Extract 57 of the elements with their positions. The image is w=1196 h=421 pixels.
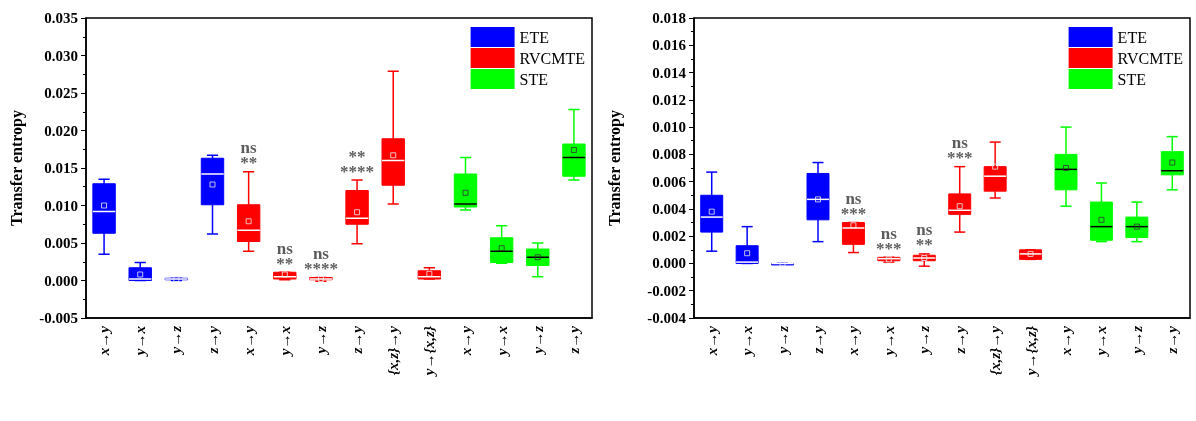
x-tick-label: y→{x,z} bbox=[421, 325, 438, 378]
y-tick-label: 0.018 bbox=[652, 10, 686, 26]
x-tick-label: y→x bbox=[493, 325, 510, 358]
y-tick-label: 0.002 bbox=[652, 228, 686, 245]
x-tick-label: x→y bbox=[96, 325, 113, 357]
x-tick-label: x→y bbox=[845, 325, 862, 357]
x-tick-label: {x,z}→y bbox=[385, 325, 402, 376]
x-tick-label: y→x bbox=[739, 325, 756, 358]
x-tick-label: y→z bbox=[168, 325, 185, 356]
x-tick-label: y→z bbox=[774, 325, 791, 356]
x-tick-label: z→y bbox=[565, 325, 582, 355]
y-axis-title: Transfer entropy bbox=[605, 110, 624, 226]
x-tick-label: x→y bbox=[1058, 325, 1074, 357]
y-tick-label: 0.008 bbox=[652, 146, 686, 163]
x-tick-label: z→y bbox=[810, 325, 826, 355]
legend-label: ETE bbox=[519, 28, 549, 46]
y-tick-label: 0.020 bbox=[44, 122, 78, 139]
x-tick-label: x→y bbox=[457, 325, 474, 357]
y-tick-label: 0.006 bbox=[652, 173, 687, 190]
y-tick-label: -0.002 bbox=[647, 282, 686, 299]
y-tick-label: 0.015 bbox=[44, 160, 78, 176]
x-tick-label: y→x bbox=[132, 325, 149, 358]
y-tick-label: 0.004 bbox=[652, 200, 687, 217]
x-tick-label: x→y bbox=[240, 325, 257, 357]
y-tick-label: 0.016 bbox=[652, 37, 687, 54]
x-tick-label: y→x bbox=[1093, 325, 1110, 358]
legend-label: RVCMTE bbox=[519, 49, 585, 67]
y-tick-label: 0.000 bbox=[44, 272, 78, 289]
y-tick-label: 0.010 bbox=[44, 197, 78, 214]
legend-label: STE bbox=[1117, 70, 1147, 88]
y-tick-label: -0.004 bbox=[647, 310, 687, 326]
x-tick-label: y→x bbox=[276, 325, 293, 358]
x-tick-label: y→{x,z} bbox=[1022, 325, 1039, 378]
y-tick-label: 0.005 bbox=[44, 235, 78, 251]
x-tick-label: y→z bbox=[312, 325, 329, 356]
y-tick-label: 0.010 bbox=[652, 119, 686, 136]
x-tick-label: y→z bbox=[529, 325, 546, 356]
legend-label: STE bbox=[519, 70, 549, 88]
y-tick-label: 0.000 bbox=[652, 255, 686, 272]
x-tick-label: {x,z}→y bbox=[987, 325, 1004, 376]
x-tick-label: z→y bbox=[951, 325, 968, 355]
x-tick-label: y→x bbox=[880, 325, 897, 358]
y-tick-label: 0.025 bbox=[44, 85, 78, 101]
y-tick-label: 0.012 bbox=[652, 91, 686, 108]
y-tick-label: 0.035 bbox=[44, 10, 78, 26]
x-tick-label: y→z bbox=[916, 325, 933, 356]
y-tick-label: -0.005 bbox=[39, 310, 78, 326]
y-tick-label: 0.030 bbox=[44, 47, 78, 64]
x-tick-label: z→y bbox=[349, 325, 366, 355]
x-tick-label: x→y bbox=[703, 325, 720, 357]
x-tick-label: z→y bbox=[1164, 325, 1181, 355]
x-tick-label: y→z bbox=[1128, 325, 1145, 356]
legend-label: ETE bbox=[1117, 28, 1147, 46]
x-tick-label: z→y bbox=[204, 325, 221, 355]
y-tick-label: 0.014 bbox=[652, 64, 687, 81]
legend-label: RVCMTE bbox=[1117, 49, 1183, 67]
y-axis-title: Transfer entropy bbox=[7, 110, 26, 226]
